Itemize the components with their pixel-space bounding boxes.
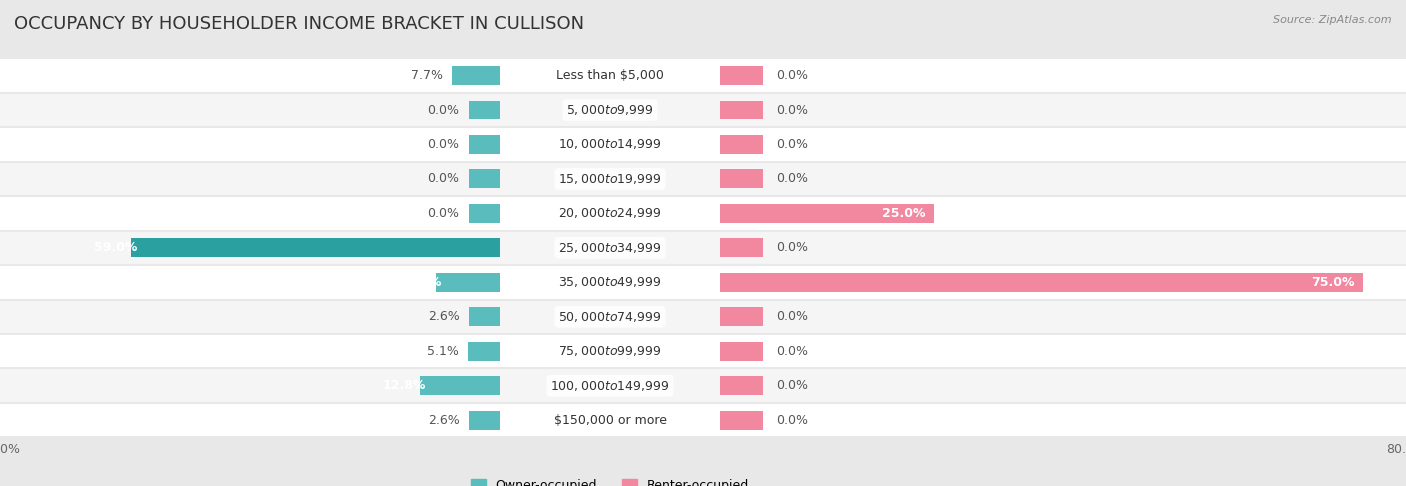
Bar — [0, 334, 501, 368]
Bar — [468, 101, 501, 120]
Bar — [501, 162, 720, 196]
Text: 0.0%: 0.0% — [776, 69, 807, 82]
Text: 0.0%: 0.0% — [427, 173, 460, 186]
Bar — [0, 403, 501, 437]
Text: $20,000 to $24,999: $20,000 to $24,999 — [558, 207, 662, 220]
Bar — [720, 368, 1406, 403]
Bar — [451, 66, 501, 85]
Bar — [501, 368, 720, 403]
Bar — [501, 265, 720, 299]
Bar — [420, 376, 501, 395]
Bar — [501, 334, 720, 368]
Bar — [0, 299, 501, 334]
Bar — [720, 231, 1406, 265]
Bar — [720, 299, 1406, 334]
Text: 0.0%: 0.0% — [776, 242, 807, 254]
Text: 0.0%: 0.0% — [776, 414, 807, 427]
Text: 0.0%: 0.0% — [776, 104, 807, 117]
Bar — [0, 93, 501, 127]
Bar — [720, 127, 1406, 162]
Bar — [720, 273, 1364, 292]
Text: 10.3%: 10.3% — [398, 276, 441, 289]
Bar — [468, 411, 501, 430]
Bar — [468, 307, 501, 326]
Bar — [720, 196, 1406, 231]
Text: $100,000 to $149,999: $100,000 to $149,999 — [550, 379, 669, 393]
Text: 75.0%: 75.0% — [1310, 276, 1354, 289]
Bar — [720, 411, 763, 430]
Bar — [720, 342, 763, 361]
Text: OCCUPANCY BY HOUSEHOLDER INCOME BRACKET IN CULLISON: OCCUPANCY BY HOUSEHOLDER INCOME BRACKET … — [14, 15, 583, 33]
Text: 0.0%: 0.0% — [427, 207, 460, 220]
Bar — [720, 334, 1406, 368]
Bar — [720, 66, 763, 85]
Bar — [468, 342, 501, 361]
Text: Less than $5,000: Less than $5,000 — [555, 69, 664, 82]
Text: 0.0%: 0.0% — [776, 345, 807, 358]
Text: 59.0%: 59.0% — [94, 242, 138, 254]
Bar — [0, 368, 501, 403]
Bar — [501, 231, 720, 265]
Bar — [0, 196, 501, 231]
Text: Source: ZipAtlas.com: Source: ZipAtlas.com — [1274, 15, 1392, 25]
Bar — [720, 93, 1406, 127]
Text: $35,000 to $49,999: $35,000 to $49,999 — [558, 276, 662, 289]
Bar — [720, 307, 763, 326]
Bar — [720, 239, 763, 258]
Text: 5.1%: 5.1% — [427, 345, 458, 358]
Text: 0.0%: 0.0% — [776, 173, 807, 186]
Text: 0.0%: 0.0% — [427, 104, 460, 117]
Bar — [501, 299, 720, 334]
Bar — [436, 273, 501, 292]
Text: $75,000 to $99,999: $75,000 to $99,999 — [558, 344, 662, 358]
Legend: Owner-occupied, Renter-occupied: Owner-occupied, Renter-occupied — [465, 474, 755, 486]
Bar — [131, 239, 501, 258]
Bar — [0, 162, 501, 196]
Bar — [501, 196, 720, 231]
Bar — [468, 135, 501, 154]
Text: $150,000 or more: $150,000 or more — [554, 414, 666, 427]
Bar — [720, 376, 763, 395]
Text: $25,000 to $34,999: $25,000 to $34,999 — [558, 241, 662, 255]
Text: $50,000 to $74,999: $50,000 to $74,999 — [558, 310, 662, 324]
Text: 0.0%: 0.0% — [776, 138, 807, 151]
Bar — [468, 204, 501, 223]
Bar — [501, 127, 720, 162]
Bar — [720, 101, 763, 120]
Bar — [0, 231, 501, 265]
Bar — [720, 265, 1406, 299]
Text: 0.0%: 0.0% — [776, 379, 807, 392]
Bar — [468, 170, 501, 189]
Bar — [720, 170, 763, 189]
Text: 7.7%: 7.7% — [411, 69, 443, 82]
Bar — [0, 265, 501, 299]
Text: 0.0%: 0.0% — [776, 310, 807, 323]
Text: $15,000 to $19,999: $15,000 to $19,999 — [558, 172, 662, 186]
Bar — [501, 403, 720, 437]
Bar — [501, 58, 720, 93]
Text: 12.8%: 12.8% — [382, 379, 426, 392]
Bar — [0, 58, 501, 93]
Text: $5,000 to $9,999: $5,000 to $9,999 — [567, 103, 654, 117]
Bar — [720, 58, 1406, 93]
Text: $10,000 to $14,999: $10,000 to $14,999 — [558, 138, 662, 152]
Bar — [720, 162, 1406, 196]
Text: 0.0%: 0.0% — [427, 138, 460, 151]
Text: 2.6%: 2.6% — [427, 414, 460, 427]
Text: 25.0%: 25.0% — [883, 207, 925, 220]
Bar — [720, 204, 935, 223]
Bar — [501, 93, 720, 127]
Bar — [720, 135, 763, 154]
Bar — [0, 127, 501, 162]
Bar — [720, 403, 1406, 437]
Text: 2.6%: 2.6% — [427, 310, 460, 323]
